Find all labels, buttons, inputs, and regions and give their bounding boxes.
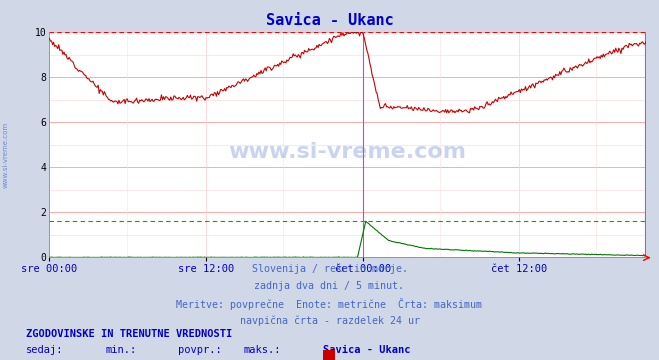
Text: Slovenija / reke in morje.: Slovenija / reke in morje.: [252, 264, 407, 274]
Text: zadnja dva dni / 5 minut.: zadnja dva dni / 5 minut.: [254, 281, 405, 291]
Text: navpična črta - razdelek 24 ur: navpična črta - razdelek 24 ur: [239, 315, 420, 326]
Text: Meritve: povprečne  Enote: metrične  Črta: maksimum: Meritve: povprečne Enote: metrične Črta:…: [177, 298, 482, 310]
Text: Savica - Ukanc: Savica - Ukanc: [323, 345, 411, 355]
Text: www.si-vreme.com: www.si-vreme.com: [2, 122, 9, 188]
Text: maks.:: maks.:: [244, 345, 281, 355]
Text: sedaj:: sedaj:: [26, 345, 64, 355]
Text: Savica - Ukanc: Savica - Ukanc: [266, 13, 393, 28]
Text: min.:: min.:: [105, 345, 136, 355]
Text: povpr.:: povpr.:: [178, 345, 221, 355]
Text: ZGODOVINSKE IN TRENUTNE VREDNOSTI: ZGODOVINSKE IN TRENUTNE VREDNOSTI: [26, 329, 233, 339]
Text: www.si-vreme.com: www.si-vreme.com: [229, 141, 467, 162]
